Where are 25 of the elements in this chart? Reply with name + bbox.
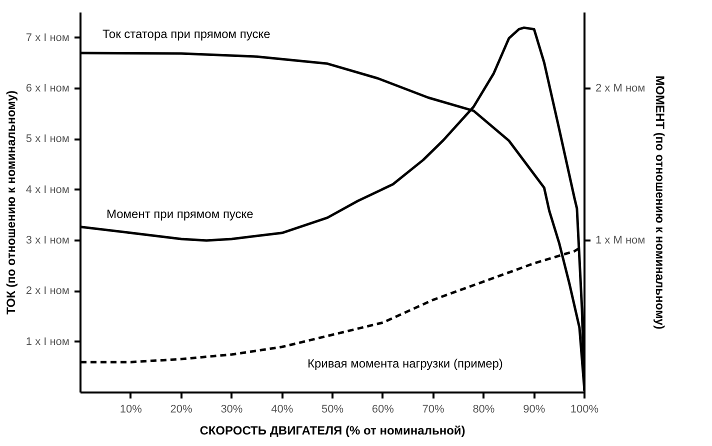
x-tick-label: 60% xyxy=(372,404,394,416)
x-tick-label: 70% xyxy=(422,404,445,416)
x-tick-label: 20% xyxy=(170,404,193,416)
y2-tick-label: 2 x M ном xyxy=(596,82,646,94)
y-tick-label: 2 x I ном xyxy=(26,285,70,298)
y2-tick-label: 1 x M ном xyxy=(596,234,646,246)
x-tick-label: 40% xyxy=(271,404,294,416)
y-tick-label: 5 x I ном xyxy=(26,133,70,146)
x-tick-label: 100% xyxy=(570,404,599,416)
y2-axis-title: МОМЕНТ (по отношению к номинальному) xyxy=(653,76,668,330)
series-label: Кривая момента нагрузки (пример) xyxy=(308,356,503,371)
y-tick-label: 7 x I ном xyxy=(26,32,70,44)
y-tick-label: 4 x I ном xyxy=(26,184,70,196)
y-tick-label: 1 x I ном xyxy=(26,336,70,348)
x-tick-label: 30% xyxy=(220,404,243,416)
x-tick-label: 80% xyxy=(472,404,495,416)
x-axis-title: СКОРОСТЬ ДВИГАТЕЛЯ (% от номинальной) xyxy=(200,424,466,438)
x-tick-label: 90% xyxy=(523,404,546,416)
x-tick-label: 50% xyxy=(321,404,344,416)
y-tick-label: 3 x I ном xyxy=(26,234,70,246)
series-label: Момент при прямом пуске xyxy=(106,206,254,221)
y-axis-title: ТОК (по отношению к номинальному) xyxy=(4,90,18,315)
x-tick-label: 10% xyxy=(120,404,142,416)
y-tick-label: 6 x I ном xyxy=(26,82,70,94)
series-label: Ток статора при прямом пуске xyxy=(102,27,271,42)
